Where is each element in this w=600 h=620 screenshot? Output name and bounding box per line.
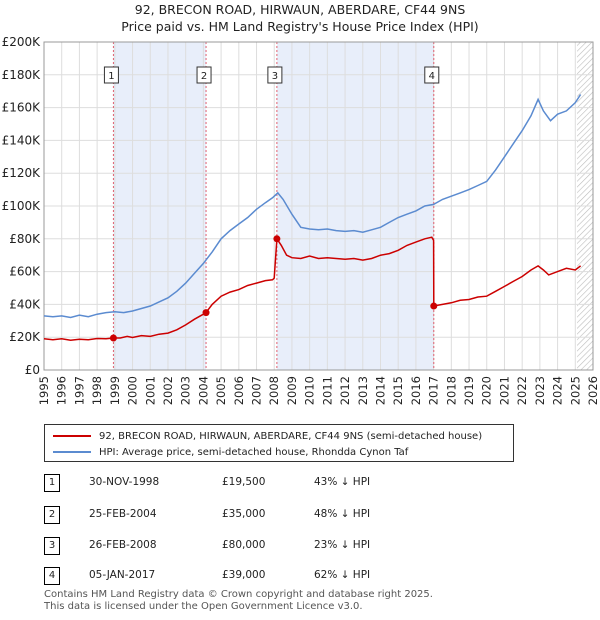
x-tick-label: 2015 [391, 376, 405, 405]
sale-number-badge: 1 [44, 474, 60, 492]
hpi-line [43, 94, 582, 319]
sale-point [202, 309, 210, 317]
x-tick-label: 2001 [143, 376, 157, 405]
x-tick-label: 2008 [267, 376, 281, 405]
sale-hpi-diff: 48% ↓ HPI [314, 508, 371, 520]
legend-label-property: 92, BRECON ROAD, HIRWAUN, ABERDARE, CF44… [99, 430, 483, 442]
sale-number-box [103, 66, 119, 84]
x-tick-label: 2009 [285, 376, 299, 405]
sale-row: 3 26-FEB-2008 £80,000 23% ↓ HPI [44, 537, 444, 555]
x-tick-label: 2025 [568, 376, 582, 405]
price-chart: £0 £20K £40K £60K £80K £100K £120K £140K £160K £1… [2, 35, 600, 405]
x-tick-label: 2007 [250, 376, 264, 405]
x-tick-label: 2000 [126, 376, 140, 405]
legend-swatch-property [53, 435, 91, 437]
legend-swatch-hpi [53, 451, 91, 453]
sale-number-box [424, 66, 440, 84]
sale-hpi-diff: 62% ↓ HPI [314, 569, 371, 581]
x-tick-label: 2016 [409, 376, 423, 405]
sale-number-label: 4 [429, 71, 435, 82]
sale-date: 26-FEB-2008 [89, 539, 157, 551]
footer-copyright: Contains HM Land Registry data © Crown c… [44, 589, 433, 600]
legend: 92, BRECON ROAD, HIRWAUN, ABERDARE, CF44… [44, 424, 514, 462]
y-tick-label: £140K [2, 133, 42, 147]
sale-price: £80,000 [222, 539, 266, 551]
x-tick-label: 2024 [551, 376, 565, 405]
chart-subtitle: Price paid vs. HM Land Registry's House … [121, 19, 479, 34]
x-tick-label: 1999 [108, 376, 122, 405]
x-tick-label: 2019 [462, 376, 476, 405]
sale-number-badge: 3 [44, 537, 60, 555]
sale-number-box [267, 66, 283, 84]
sale-hpi-diff: 23% ↓ HPI [314, 539, 371, 551]
y-tick-label: £200K [2, 35, 42, 49]
sale-price: £19,500 [222, 476, 266, 488]
x-tick-label: 2006 [232, 376, 246, 405]
sale-row: 2 25-FEB-2004 £35,000 48% ↓ HPI [44, 506, 444, 524]
sale-number-badge: 2 [44, 506, 60, 524]
y-tick-label: £180K [2, 68, 42, 82]
x-tick-label: 2023 [533, 376, 547, 405]
y-tick-label: £120K [2, 166, 42, 180]
chart-title: 92, BRECON ROAD, HIRWAUN, ABERDARE, CF44… [134, 2, 466, 17]
x-tick-label: 2003 [179, 376, 193, 405]
x-tick-label: 1998 [90, 376, 104, 405]
x-tick-label: 2012 [338, 376, 352, 405]
x-tick-label: 2026 [586, 376, 600, 405]
sale-number-box [196, 66, 212, 84]
sale-price: £35,000 [222, 508, 266, 520]
y-tick-label: £20K [9, 330, 41, 344]
y-tick-label: £100K [2, 199, 42, 213]
x-tick-label: 2013 [356, 376, 370, 405]
x-tick-label: 2004 [196, 376, 210, 405]
x-tick-label: 2002 [161, 376, 175, 405]
sale-point [273, 235, 281, 243]
sale-hpi-diff: 43% ↓ HPI [314, 476, 371, 488]
x-tick-label: 2005 [214, 376, 228, 405]
x-tick-label: 2017 [427, 376, 441, 405]
x-tick-label: 2018 [444, 376, 458, 405]
plot-frame [43, 41, 594, 371]
x-tick-label: 2011 [320, 376, 334, 405]
x-tick-label: 2021 [497, 376, 511, 405]
x-tick-label: 1995 [37, 376, 51, 405]
x-tick-label: 2022 [515, 376, 529, 405]
property-price-line [43, 236, 582, 341]
sale-number-label: 1 [108, 71, 114, 82]
sale-number-badge: 4 [44, 567, 60, 585]
sale-date: 30-NOV-1998 [89, 476, 160, 488]
footer-licence: This data is licensed under the Open Gov… [44, 601, 363, 612]
x-tick-label: 2010 [303, 376, 317, 405]
sale-number-label: 2 [201, 71, 207, 82]
sale-point [430, 302, 438, 310]
legend-item-hpi: HPI: Average price, semi-detached house,… [53, 444, 408, 460]
legend-item-property: 92, BRECON ROAD, HIRWAUN, ABERDARE, CF44… [53, 428, 482, 444]
y-tick-label: £160K [2, 101, 42, 115]
sale-date: 25-FEB-2004 [89, 508, 157, 520]
x-tick-label: 2020 [480, 376, 494, 405]
x-tick-label: 1996 [55, 376, 69, 405]
y-tick-label: £80K [9, 232, 41, 246]
x-tick-label: 1997 [72, 376, 86, 405]
footer: Contains HM Land Registry data © Crown c… [44, 589, 433, 613]
sale-row: 1 30-NOV-1998 £19,500 43% ↓ HPI [44, 474, 444, 492]
y-tick-label: £60K [9, 265, 41, 279]
sale-price: £39,000 [222, 569, 266, 581]
y-tick-label: £40K [9, 297, 41, 311]
sale-number-label: 3 [272, 71, 278, 82]
y-tick-label: £0 [25, 363, 40, 377]
sale-row: 4 05-JAN-2017 £39,000 62% ↓ HPI [44, 567, 444, 585]
x-tick-label: 2014 [373, 376, 387, 405]
legend-label-hpi: HPI: Average price, semi-detached house,… [99, 446, 409, 458]
sale-date: 05-JAN-2017 [89, 569, 156, 581]
sale-point [109, 334, 117, 342]
